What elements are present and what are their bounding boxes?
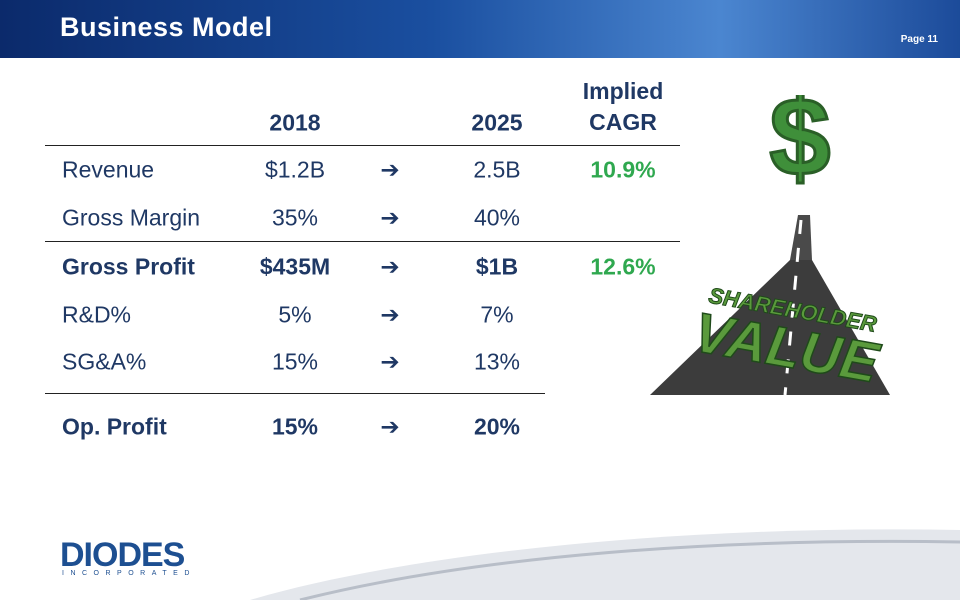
slide-title: Business Model (60, 12, 273, 42)
arrow: ➔ (380, 156, 400, 183)
cell-value: $1.2B (264, 156, 326, 183)
row-label: Op. Profit (62, 413, 167, 440)
arrow: ➔ (380, 348, 400, 375)
cell-value: 15% (271, 348, 319, 375)
cagr-value: 12.6% (590, 253, 656, 280)
column-header: 2025 (471, 109, 523, 136)
cagr-value: 10.9% (590, 156, 656, 183)
rule (45, 145, 680, 146)
cell-value: 15% (271, 413, 319, 440)
cell-value: 2.5B (473, 156, 521, 183)
cell-value: $1B (475, 253, 519, 280)
arrow: ➔ (380, 204, 400, 231)
rule (45, 241, 680, 242)
footer-swoosh (250, 529, 960, 600)
cell-value: $435M (259, 253, 331, 280)
row-label: SG&A% (62, 348, 147, 375)
row-label: Gross Profit (62, 253, 195, 280)
arrow: ➔ (380, 301, 400, 328)
svg-text:$: $ (769, 95, 830, 199)
page-number: Page 11 (900, 34, 938, 45)
arrow: ➔ (380, 413, 400, 440)
cell-value: 20% (473, 413, 521, 440)
row-label: Revenue (62, 156, 155, 183)
road-illustration: $ SHAREHOLDER VALUE (650, 95, 890, 395)
title-bar (0, 0, 960, 58)
logo: DIODES (60, 536, 185, 574)
cell-value: 7% (480, 301, 514, 328)
rule (45, 393, 545, 394)
row-label: R&D% (62, 301, 132, 328)
cell-value: 40% (473, 204, 521, 231)
column-header: Implied CAGR (582, 78, 664, 135)
arrow: ➔ (380, 253, 400, 280)
row-label: Gross Margin (62, 204, 201, 231)
cell-value: 35% (271, 204, 319, 231)
cell-value: 5% (278, 301, 312, 328)
column-header: 2018 (269, 109, 321, 136)
logo-sub: INCORPORATED (62, 570, 196, 577)
cell-value: 13% (473, 348, 521, 375)
